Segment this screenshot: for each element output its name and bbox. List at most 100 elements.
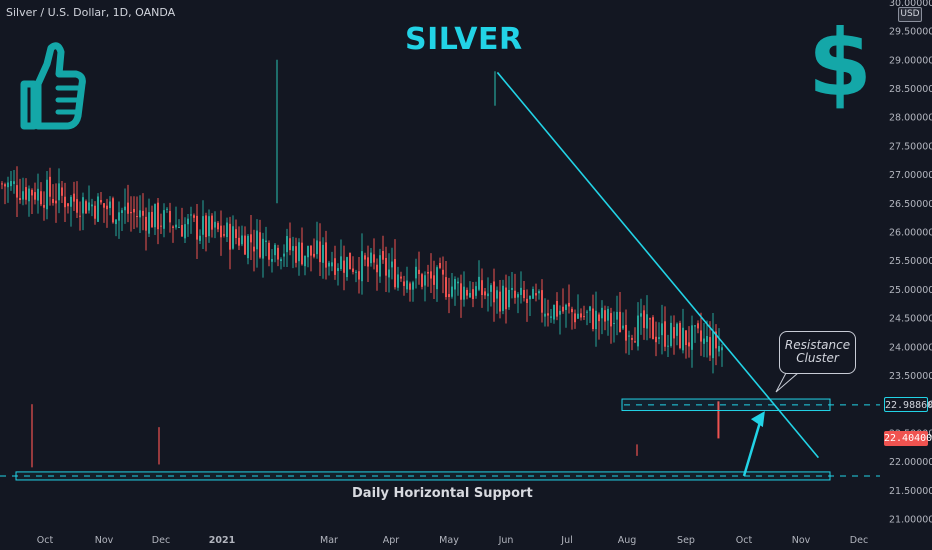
- candle-body: [577, 313, 579, 319]
- candle-body: [589, 306, 591, 311]
- candle-body: [709, 337, 711, 356]
- y-tick-label: 25.50000: [889, 256, 932, 267]
- candle-body: [460, 283, 462, 300]
- candle-body: [67, 203, 69, 207]
- candle-body: [187, 218, 189, 225]
- candle-body: [322, 244, 324, 263]
- last-candle: [717, 401, 720, 439]
- resistance-cluster-callout: Resistance Cluster: [779, 331, 856, 374]
- candle-body: [124, 206, 126, 211]
- candle-body: [643, 310, 645, 328]
- candle-body: [154, 204, 156, 228]
- x-tick-label: Nov: [95, 535, 114, 546]
- y-tick-label: 23.50000: [889, 371, 932, 382]
- candle-body: [520, 287, 522, 295]
- candle-body: [241, 235, 243, 245]
- candle-body: [619, 311, 621, 333]
- candle-body: [247, 235, 249, 259]
- candle-body: [580, 313, 582, 318]
- candle-body: [526, 298, 528, 303]
- candle-body: [76, 199, 78, 213]
- candle-body: [271, 258, 273, 262]
- candle-body: [445, 277, 447, 298]
- projection-arrow-head: [750, 411, 765, 428]
- y-tick-label: 21.00000: [889, 515, 932, 526]
- candle-body: [676, 323, 678, 336]
- candle-body: [448, 294, 450, 298]
- candle-body: [292, 246, 294, 251]
- candle-body: [655, 336, 657, 343]
- candle-body: [385, 257, 387, 276]
- candle-body: [718, 346, 720, 352]
- candle-body: [715, 331, 717, 349]
- candle-body: [319, 241, 321, 263]
- candle-body: [625, 324, 627, 341]
- candle-body: [610, 313, 612, 327]
- candle-body: [415, 266, 417, 279]
- candle-body: [640, 313, 642, 317]
- candle-body: [283, 253, 285, 257]
- candle-body: [682, 327, 684, 351]
- candle-body: [496, 290, 498, 299]
- candle-body: [190, 214, 192, 216]
- candle-body: [73, 193, 75, 202]
- candle-body: [505, 287, 507, 310]
- candle-body: [250, 234, 252, 243]
- candle-body: [64, 196, 66, 208]
- candle-body: [451, 286, 453, 297]
- candle-body: [301, 242, 303, 265]
- candle-body: [121, 210, 123, 213]
- candle-body: [550, 316, 552, 318]
- support-label: Daily Horizontal Support: [352, 486, 533, 501]
- time-axis: Oct Nov Dec 2021 Mar Apr May Jun Jul Aug Sep Oct Nov…: [37, 535, 868, 546]
- candle-body: [628, 335, 630, 337]
- candle-body: [85, 201, 87, 214]
- candle-body: [346, 257, 348, 278]
- candle-body: [376, 264, 378, 273]
- candle-body: [160, 225, 162, 227]
- candle-body: [679, 322, 681, 349]
- x-tick-label: Apr: [383, 535, 400, 546]
- candle-body: [430, 271, 432, 279]
- candle-body: [586, 311, 588, 313]
- candle-body: [127, 202, 129, 214]
- candle-body: [229, 223, 231, 250]
- candle-body: [664, 321, 666, 347]
- candle-body: [406, 280, 408, 290]
- candle-body: [181, 225, 183, 237]
- candle-body: [379, 255, 381, 277]
- candle-body: [118, 212, 120, 221]
- candle-body: [472, 289, 474, 300]
- candle-body: [19, 198, 21, 200]
- y-tick-label: 21.50000: [889, 486, 932, 497]
- candle-body: [25, 187, 27, 200]
- candle-body: [196, 215, 198, 240]
- candle-body: [313, 253, 315, 257]
- candle-body: [688, 342, 690, 347]
- candle-body: [571, 308, 573, 313]
- candle-body: [697, 323, 699, 329]
- y-tick-label: 25.00000: [889, 285, 932, 296]
- candle-body: [370, 252, 372, 264]
- candle-body: [148, 212, 150, 234]
- candle-body: [52, 199, 54, 203]
- y-tick-label: 24.50000: [889, 314, 932, 325]
- candle-body: [49, 176, 51, 197]
- candle-body: [556, 301, 558, 317]
- candle-body: [508, 289, 510, 308]
- currency-badge[interactable]: USD: [898, 7, 922, 22]
- candle-body: [352, 268, 354, 272]
- candle-body: [400, 276, 402, 279]
- candle-body: [439, 263, 441, 268]
- candle-body: [355, 271, 357, 273]
- candle-body: [172, 226, 174, 228]
- symbol-header[interactable]: Silver / U.S. Dollar, 1D, OANDA: [6, 6, 176, 19]
- candle-body: [325, 242, 327, 268]
- candle-body: [583, 316, 585, 318]
- candle-body: [367, 257, 369, 267]
- candle-body: [139, 210, 141, 218]
- candle-body: [136, 216, 138, 218]
- descending-trendline[interactable]: [496, 71, 820, 459]
- candle-body: [421, 274, 423, 287]
